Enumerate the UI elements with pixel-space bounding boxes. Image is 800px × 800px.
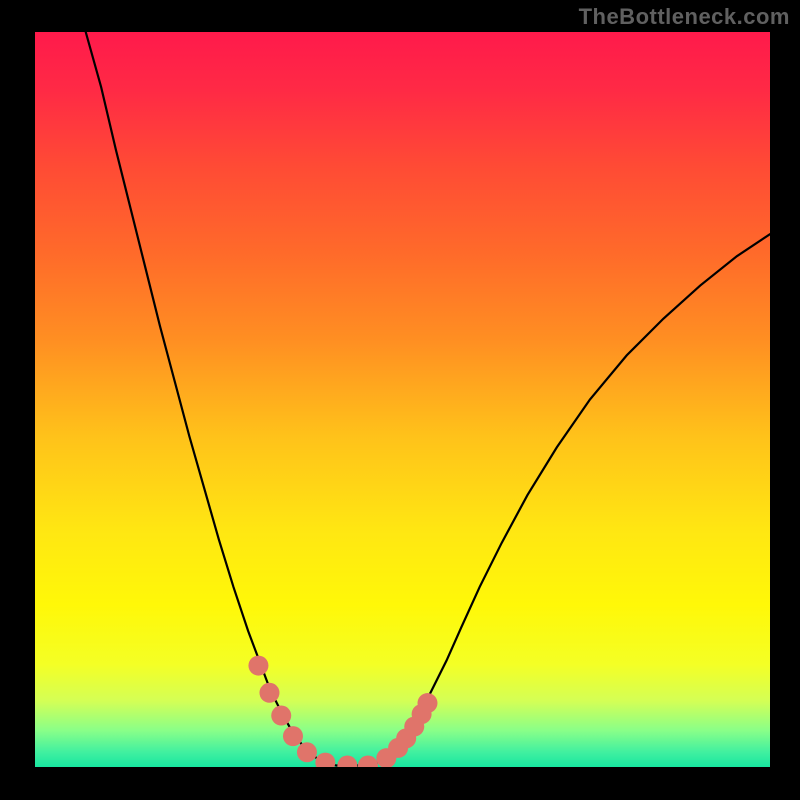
chart-outer-frame: TheBottleneck.com [0, 0, 800, 800]
highlight-dot [271, 706, 291, 726]
highlight-dot [259, 683, 279, 703]
highlight-dot [297, 742, 317, 762]
highlight-dot [315, 753, 335, 767]
curve-svg-layer [35, 32, 770, 767]
curve-left-branch [86, 32, 351, 766]
highlight-dot [358, 756, 378, 767]
highlight-dot [283, 726, 303, 746]
plot-area [35, 32, 770, 767]
watermark-text: TheBottleneck.com [579, 4, 790, 30]
curve-right-branch [351, 234, 770, 765]
highlight-dot [248, 656, 268, 676]
highlight-dot [417, 693, 437, 713]
highlight-dot [337, 756, 357, 767]
